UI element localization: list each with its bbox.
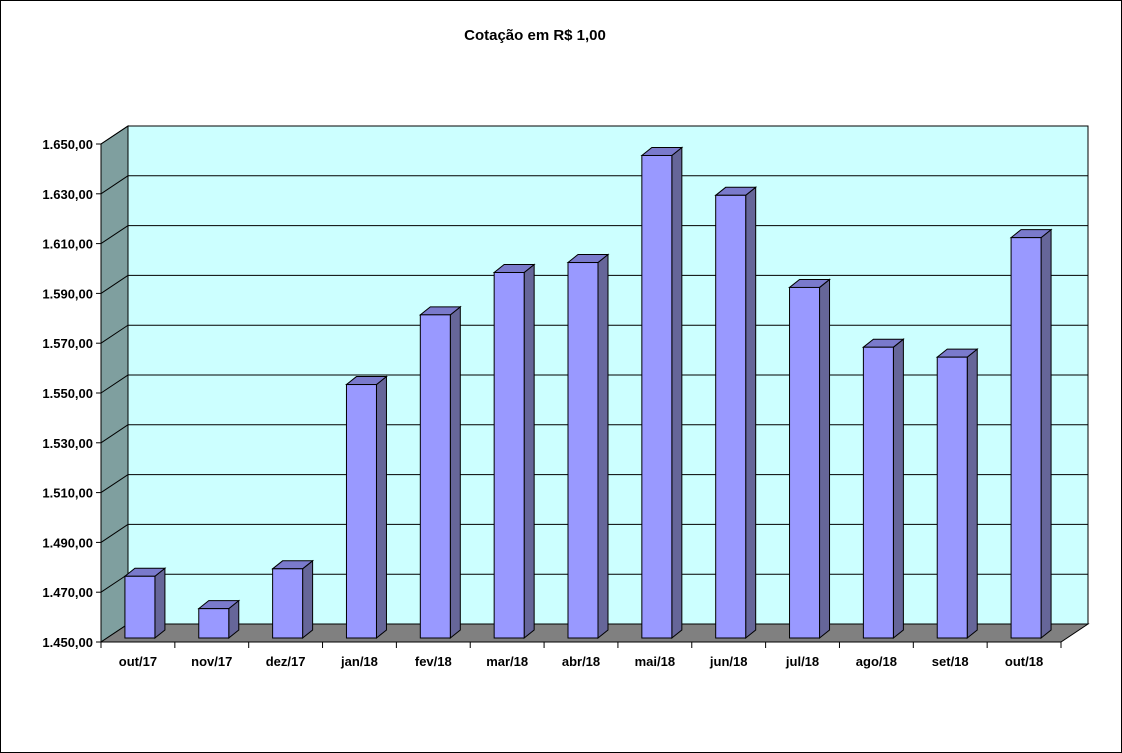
bar-front: [567, 262, 599, 639]
y-tick-label: 1.470,00: [42, 585, 93, 600]
bar-front: [419, 314, 451, 639]
bar: [714, 186, 758, 640]
bar: [418, 305, 462, 640]
y-tick-label: 1.590,00: [42, 286, 93, 301]
bar-front: [124, 575, 156, 639]
bar: [123, 567, 167, 640]
x-tick-label: jan/18: [340, 654, 378, 669]
bar: [935, 348, 979, 640]
x-tick-label: nov/17: [191, 654, 232, 669]
x-tick-label: mai/18: [635, 654, 675, 669]
bar: [788, 278, 831, 640]
bar-front: [198, 608, 230, 639]
gridline: [100, 175, 1088, 195]
bar-front: [272, 568, 304, 639]
bar: [271, 559, 315, 640]
bar: [861, 338, 905, 640]
bar: [1009, 228, 1053, 640]
bar: [345, 375, 388, 640]
gridline: [100, 374, 1088, 394]
x-tick-label: mar/18: [486, 654, 528, 669]
gridline: [100, 274, 1088, 294]
y-tick-label: 1.530,00: [42, 436, 93, 451]
bar-front: [936, 356, 968, 639]
gridline: [100, 125, 1088, 145]
bar-side: [671, 146, 683, 640]
bar-side: [154, 567, 166, 640]
bar: [640, 146, 684, 640]
axes: [96, 143, 1062, 648]
y-tick-label: 1.630,00: [42, 187, 93, 202]
bar: [566, 253, 610, 640]
gridlines: [100, 125, 1088, 593]
y-tick-label: 1.610,00: [42, 237, 93, 252]
x-tick-label: jul/18: [785, 654, 819, 669]
x-tick-label: ago/18: [856, 654, 897, 669]
x-tick-label: dez/17: [266, 654, 306, 669]
bar-front: [345, 384, 377, 639]
y-tick-label: 1.450,00: [42, 635, 93, 650]
x-axis-tick-labels: out/17 nov/17 dez/17 jan/18 fev/18 mar/18 abr/…: [119, 654, 1043, 669]
bar-side: [523, 263, 535, 640]
bar-side: [449, 305, 461, 640]
y-tick-label: 1.650,00: [42, 137, 93, 152]
bar-side: [966, 348, 978, 640]
x-tick-label: jun/18: [709, 654, 748, 669]
y-tick-label: 1.570,00: [42, 336, 93, 351]
y-tick-label: 1.510,00: [42, 486, 93, 501]
bar-side: [375, 375, 387, 640]
x-tick-label: fev/18: [415, 654, 452, 669]
bar-front: [493, 272, 525, 639]
bars: [123, 146, 1053, 640]
x-tick-label: abr/18: [562, 654, 600, 669]
x-tick-label: set/18: [932, 654, 969, 669]
bar-front: [641, 154, 673, 639]
gridline: [100, 474, 1088, 494]
bar-front: [789, 286, 821, 639]
chart-title: Cotação em R$ 1,00: [464, 27, 606, 44]
bar-side: [597, 253, 609, 640]
y-axis-tick-labels: 1.450,00 1.470,00 1.490,00 1.510,00 1.530,00…: [42, 137, 93, 650]
bar: [492, 263, 536, 640]
y-tick-label: 1.550,00: [42, 386, 93, 401]
x-tick-label: out/18: [1005, 654, 1043, 669]
y-tick-label: 1.490,00: [42, 535, 93, 550]
bar-front: [1010, 237, 1042, 639]
gridline: [100, 225, 1088, 245]
gridline: [100, 324, 1088, 344]
gridline: [100, 523, 1088, 543]
bar-front: [862, 346, 894, 639]
gridline: [100, 424, 1088, 444]
bar: [197, 599, 241, 640]
bar-front: [715, 194, 747, 639]
bar-side: [302, 559, 314, 640]
bar-side: [892, 338, 904, 640]
x-tick-label: out/17: [119, 654, 157, 669]
bar-side: [745, 186, 757, 640]
bar-side: [1040, 228, 1052, 640]
bar-side: [819, 278, 831, 640]
